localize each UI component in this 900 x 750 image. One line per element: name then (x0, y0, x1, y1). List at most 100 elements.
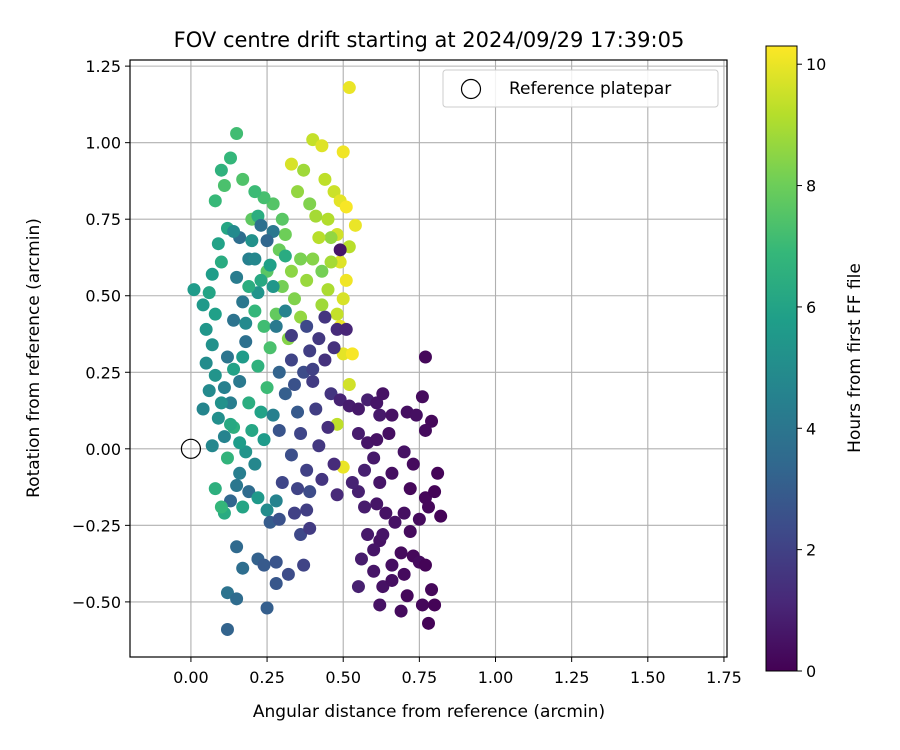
scatter-point (303, 521, 317, 535)
scatter-point (239, 445, 253, 459)
scatter-point (324, 231, 338, 245)
scatter-point (354, 552, 368, 566)
scatter-point (291, 405, 305, 419)
legend-box (442, 69, 719, 108)
scatter-point (351, 580, 365, 594)
scatter-point (236, 561, 250, 575)
scatter-point (348, 218, 362, 232)
scatter-point (324, 387, 338, 401)
scatter-point (230, 270, 244, 284)
y-axis-label: Rotation from reference (arcmin) (24, 218, 44, 498)
scatter-point (205, 338, 219, 352)
scatter-point (208, 482, 222, 496)
y-tick-label: −0.50 (72, 593, 121, 612)
scatter-point (321, 420, 335, 434)
scatter-point (260, 234, 274, 248)
scatter-point (373, 475, 387, 489)
colorbar-tick-label: 0 (806, 662, 816, 681)
scatter-point (385, 573, 399, 587)
scatter-point (294, 528, 308, 542)
scatter-point (297, 558, 311, 572)
scatter-point (233, 374, 247, 388)
scatter-point (254, 218, 268, 232)
scatter-point (224, 494, 238, 508)
scatter-point (278, 387, 292, 401)
scatter-point (339, 273, 353, 287)
scatter-point (385, 408, 399, 422)
scatter-point (220, 451, 234, 465)
scatter-point (278, 304, 292, 318)
scatter-point (227, 313, 241, 327)
scatter-point (287, 292, 301, 306)
scatter-point (300, 503, 314, 517)
scatter-point (315, 264, 329, 278)
scatter-point (294, 427, 308, 441)
scatter-point (297, 163, 311, 177)
colorbar-tick-label: 10 (806, 55, 826, 74)
scatter-point (397, 445, 411, 459)
scatter-point (224, 151, 238, 165)
scatter-point (275, 280, 289, 294)
scatter-point (339, 200, 353, 214)
scatter-point (403, 524, 417, 538)
scatter-point (275, 475, 289, 489)
x-tick-label: 0.25 (249, 668, 285, 687)
scatter-point (370, 497, 384, 511)
legend-reference-marker (460, 78, 482, 100)
scatter-point (220, 622, 234, 636)
scatter-point (260, 503, 274, 517)
legend: Reference platepar (442, 69, 719, 108)
scatter-point (217, 179, 231, 193)
scatter-point (260, 381, 274, 395)
scatter-point (220, 586, 234, 600)
scatter-point (309, 402, 323, 416)
scatter-point (373, 408, 387, 422)
scatter-point (303, 485, 317, 499)
legend-label: Reference platepar (509, 79, 671, 99)
reference-platepar-marker (180, 438, 202, 459)
scatter-point (266, 280, 280, 294)
scatter-point (208, 307, 222, 321)
scatter-point (333, 393, 347, 407)
colorbar-gradient (765, 45, 798, 672)
y-tick-label: 1.00 (85, 134, 121, 153)
scatter-point (330, 307, 344, 321)
scatter-point (327, 341, 341, 355)
scatter-point (214, 255, 228, 269)
scatter-point (318, 353, 332, 367)
scatter-point (418, 558, 432, 572)
scatter-point (315, 298, 329, 312)
scatter-point (312, 439, 326, 453)
x-tick-label: 1.25 (554, 668, 590, 687)
scatter-point (412, 512, 426, 526)
scatter-point (309, 209, 323, 223)
scatter-point (303, 197, 317, 211)
x-tick-label: 1.00 (478, 668, 514, 687)
scatter-point (208, 368, 222, 382)
scatter-point (284, 157, 298, 171)
colorbar-tick-label: 6 (806, 298, 816, 317)
x-tick-label: 0.50 (325, 668, 361, 687)
scatter-point (236, 500, 250, 514)
scatter-point (351, 485, 365, 499)
scatter-point (254, 273, 268, 287)
scatter-point (257, 319, 271, 333)
scatter-point (318, 172, 332, 186)
scatter-point (306, 374, 320, 388)
scatter-point (294, 252, 308, 266)
scatter-point (224, 417, 238, 431)
scatter-point (339, 322, 353, 336)
scatter-point (397, 506, 411, 520)
x-tick-label: 1.75 (706, 668, 742, 687)
scatter-point (245, 423, 259, 437)
scatter-point (409, 408, 423, 422)
scatter-point (230, 592, 244, 606)
scatter-point (278, 249, 292, 263)
scatter-point (214, 163, 228, 177)
scatter-point (336, 347, 350, 361)
x-axis-label: Angular distance from reference (arcmin) (253, 702, 605, 722)
colorbar-label: Hours from first FF file (845, 263, 865, 453)
scatter-point (303, 344, 317, 358)
scatter-point (415, 390, 429, 404)
scatter-point (196, 298, 210, 312)
